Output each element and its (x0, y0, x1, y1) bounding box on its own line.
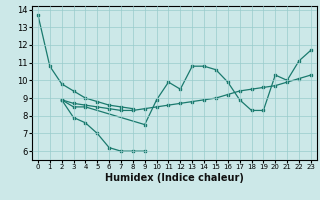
X-axis label: Humidex (Indice chaleur): Humidex (Indice chaleur) (105, 173, 244, 183)
